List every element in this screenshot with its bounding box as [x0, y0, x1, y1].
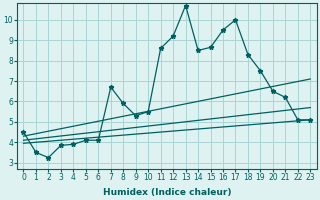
- X-axis label: Humidex (Indice chaleur): Humidex (Indice chaleur): [103, 188, 231, 197]
